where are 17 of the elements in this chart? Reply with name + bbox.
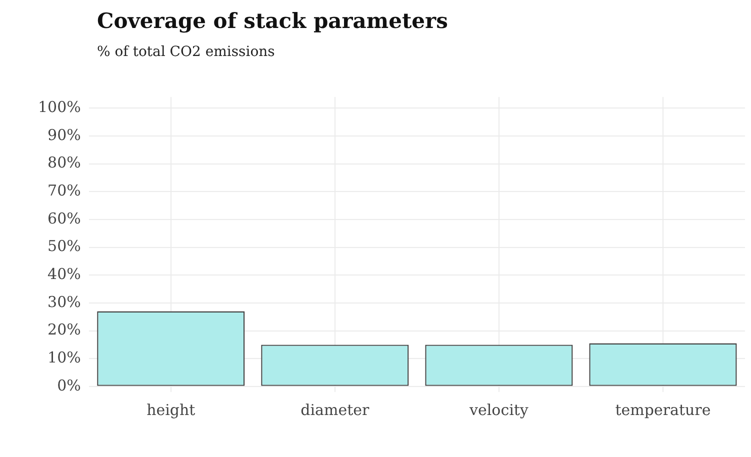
- x-tick-label: diameter: [300, 400, 370, 419]
- y-tick-label: 80%: [48, 154, 81, 172]
- y-tick-label: 10%: [48, 348, 81, 366]
- y-tick-label: 70%: [48, 182, 81, 200]
- y-tick-label: 30%: [48, 292, 81, 311]
- chart-title: Coverage of stack parameters: [97, 8, 448, 33]
- x-tick-label: velocity: [468, 400, 529, 419]
- y-tick-label: 100%: [38, 98, 81, 116]
- x-tick-label: temperature: [615, 400, 711, 419]
- y-tick-label: 50%: [48, 237, 81, 256]
- y-tick-label: 20%: [48, 320, 81, 339]
- y-tick-label: 60%: [48, 209, 81, 228]
- y-tick-label: 90%: [48, 126, 81, 144]
- chart-subtitle: % of total CO2 emissions: [97, 44, 275, 60]
- y-tick-label: 40%: [48, 265, 81, 284]
- y-tick-label: 0%: [57, 376, 81, 394]
- x-tick-label: height: [146, 400, 196, 419]
